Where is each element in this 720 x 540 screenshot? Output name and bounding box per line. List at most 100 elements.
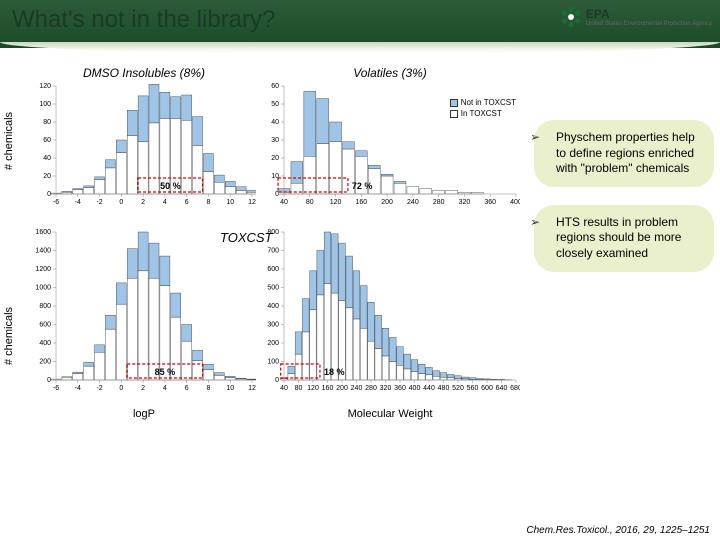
svg-text:100: 100 [39,101,51,108]
epa-sub: United States Environmental Protection A… [586,21,712,27]
svg-text:680: 680 [510,385,520,392]
slide-header: What's not in the library? EPA United St… [0,0,720,48]
bullet-2: HTS results in problem regions should be… [534,205,714,272]
epa-name: EPA [586,7,712,21]
chart-tr: Volatiles (3%) 0102030405060408012016020… [260,70,520,210]
svg-text:200: 200 [381,199,393,206]
svg-text:640: 640 [496,385,508,392]
svg-text:600: 600 [39,322,51,329]
svg-text:160: 160 [355,199,367,206]
epa-logo: EPA United States Environmental Protecti… [558,4,712,30]
epa-flower-icon [558,4,584,30]
y-axis-label-top: # chemicals [3,112,15,170]
y-axis-label-bottom: # chemicals [3,307,15,365]
bullets: Physchem properties help to define regio… [534,120,714,290]
legend-label-in: In TOXCST [461,109,502,118]
chart-bl: 02004006008001000120014001600-6-4-202468… [32,228,256,418]
svg-text:1600: 1600 [35,229,51,236]
svg-text:40: 40 [280,385,288,392]
legend-item-in: In TOXCST [450,109,516,118]
chart-br: 0100200300400500600700800408012016020024… [260,228,520,418]
svg-text:50 %: 50 % [160,181,181,191]
legend-swatch-in [450,110,458,118]
content: # chemicals # chemicals DMSO Insolubles … [10,70,710,520]
svg-text:80: 80 [306,199,314,206]
svg-text:400: 400 [267,303,279,310]
svg-text:60: 60 [271,83,279,90]
svg-text:500: 500 [267,285,279,292]
svg-text:280: 280 [365,385,377,392]
slide: What's not in the library? EPA United St… [0,0,720,540]
svg-text:120: 120 [39,83,51,90]
chart-tl-title: DMSO Insolubles (8%) [32,66,256,80]
svg-text:6: 6 [185,385,189,392]
svg-text:1000: 1000 [35,285,51,292]
svg-text:600: 600 [481,385,493,392]
svg-text:4: 4 [163,199,167,206]
svg-text:40: 40 [43,155,51,162]
svg-text:10: 10 [226,385,234,392]
svg-text:240: 240 [407,199,419,206]
svg-text:700: 700 [267,248,279,255]
svg-text:12: 12 [248,385,256,392]
svg-text:6: 6 [185,199,189,206]
svg-text:12: 12 [248,199,256,206]
svg-text:-6: -6 [53,385,59,392]
svg-text:8: 8 [206,199,210,206]
svg-text:2: 2 [141,385,145,392]
svg-text:-6: -6 [53,199,59,206]
svg-text:8: 8 [206,385,210,392]
svg-text:400: 400 [39,340,51,347]
legend-label-not: Not in TOXCST [461,98,516,107]
svg-text:280: 280 [433,199,445,206]
svg-text:20: 20 [271,155,279,162]
svg-text:800: 800 [39,303,51,310]
svg-text:80: 80 [43,119,51,126]
svg-text:30: 30 [271,137,279,144]
svg-text:120: 120 [307,385,319,392]
svg-text:1200: 1200 [35,266,51,273]
svg-text:600: 600 [267,266,279,273]
center-label: TOXCST [220,230,273,245]
svg-text:60: 60 [43,137,51,144]
x-axis-label-logp: logP [32,408,256,420]
svg-text:-2: -2 [96,199,102,206]
svg-text:560: 560 [467,385,479,392]
svg-text:360: 360 [394,385,406,392]
svg-text:2: 2 [141,199,145,206]
svg-text:50: 50 [271,101,279,108]
charts-panel: # chemicals # chemicals DMSO Insolubles … [10,70,530,510]
svg-text:-2: -2 [96,385,102,392]
svg-text:72 %: 72 % [352,181,373,191]
svg-text:400: 400 [510,199,520,206]
slide-title: What's not in the library? [12,6,275,34]
svg-text:320: 320 [459,199,471,206]
citation: Chem.Res.Toxicol., 2016, 29, 1225–1251 [526,525,710,536]
chart-br-plot: 0100200300400500600700800408012016020024… [260,228,520,400]
svg-text:400: 400 [409,385,421,392]
svg-text:10: 10 [226,199,234,206]
svg-text:440: 440 [423,385,435,392]
svg-text:480: 480 [438,385,450,392]
svg-text:-4: -4 [75,199,81,206]
svg-text:4: 4 [163,385,167,392]
bullet-1: Physchem properties help to define regio… [534,120,714,187]
legend-item-not: Not in TOXCST [450,98,516,107]
svg-text:160: 160 [322,385,334,392]
svg-text:1400: 1400 [35,248,51,255]
svg-text:120: 120 [330,199,342,206]
x-axis-label-mw: Molecular Weight [260,408,520,420]
svg-text:-4: -4 [75,385,81,392]
svg-text:360: 360 [484,199,496,206]
svg-text:200: 200 [267,340,279,347]
svg-text:200: 200 [336,385,348,392]
chart-tl-plot: 020406080100120-6-4-202468101250 % [32,82,256,222]
chart-bl-plot: 02004006008001000120014001600-6-4-202468… [32,228,256,400]
chart-tl: DMSO Insolubles (8%) 020406080100120-6-4… [32,70,256,210]
svg-text:100: 100 [267,359,279,366]
chart-tr-title: Volatiles (3%) [260,66,520,80]
svg-text:0: 0 [275,377,279,384]
legend-swatch-not [450,99,458,107]
svg-text:300: 300 [267,322,279,329]
svg-text:240: 240 [351,385,363,392]
